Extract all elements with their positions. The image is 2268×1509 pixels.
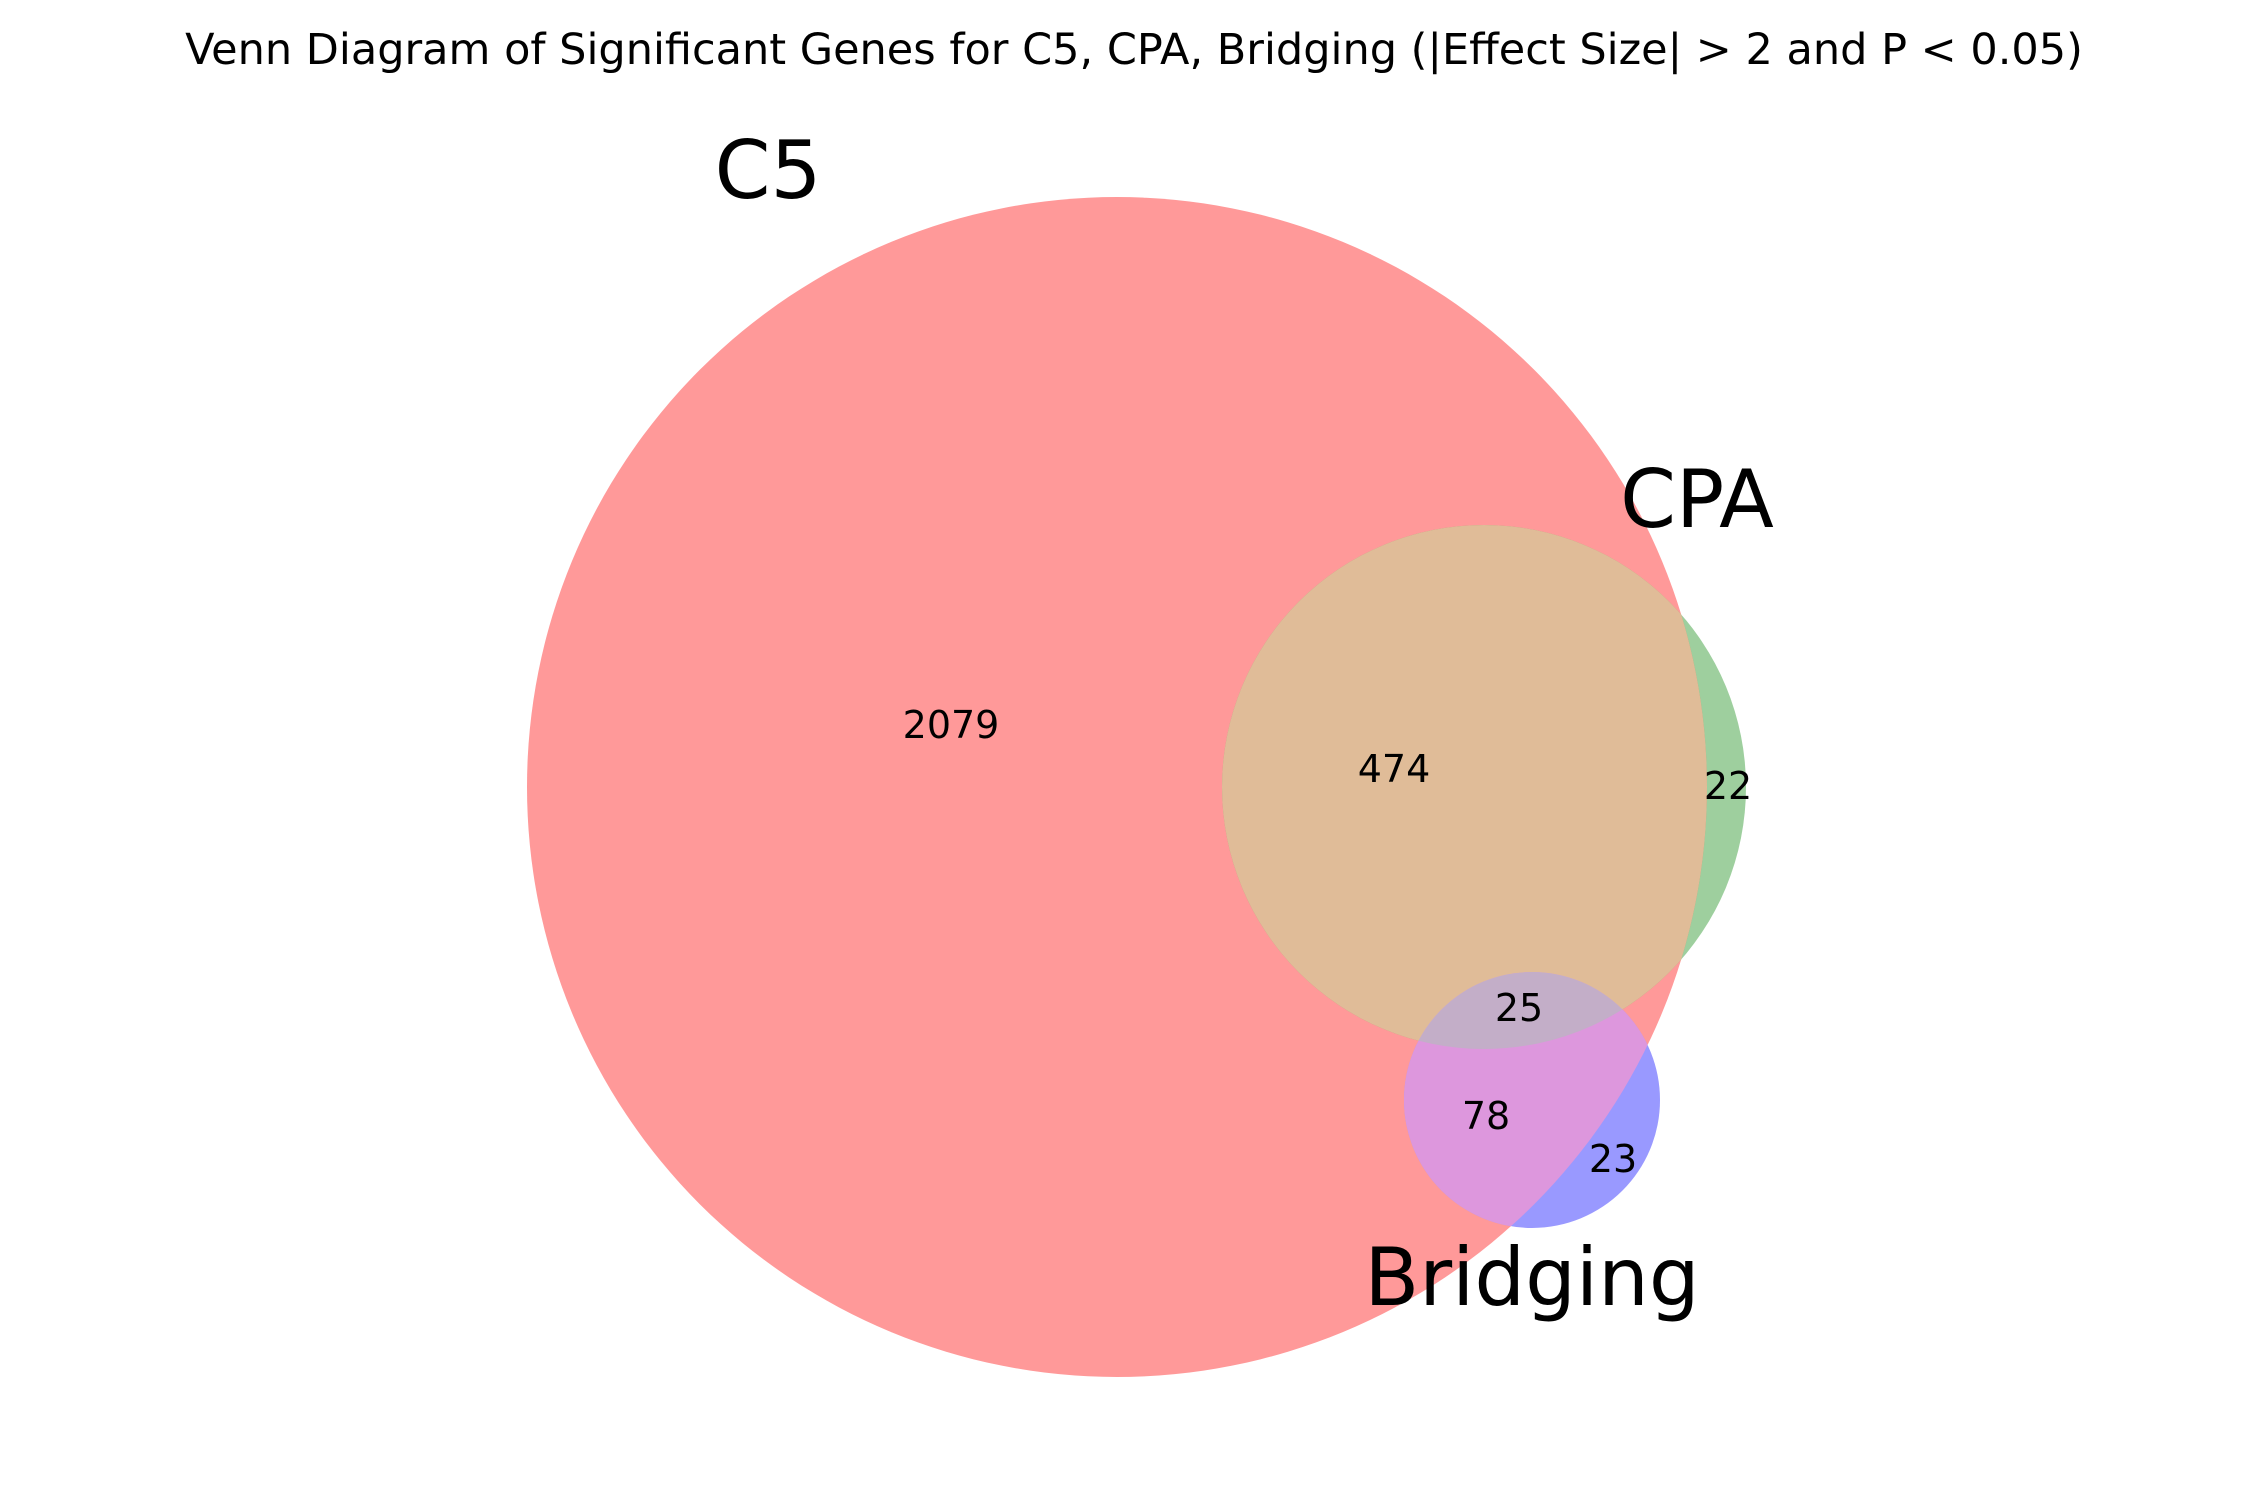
set-label-c5: C5 <box>715 124 822 217</box>
set-label-bridging: Bridging <box>1364 1231 1699 1324</box>
region-count-c5-only: 2079 <box>903 703 1000 747</box>
region-count-cpa-only: 22 <box>1704 764 1752 808</box>
region-count-c5-bridging: 78 <box>1462 1094 1510 1138</box>
region-count-c5-cpa-bridging: 25 <box>1495 986 1543 1030</box>
region-count-bridging-only: 23 <box>1589 1137 1637 1181</box>
diagram-title: Venn Diagram of Significant Genes for C5… <box>185 25 2083 75</box>
overlap-c5-cpa <box>1222 525 1707 1049</box>
set-label-cpa: CPA <box>1620 453 1774 546</box>
region-count-c5-cpa: 474 <box>1358 747 1431 791</box>
